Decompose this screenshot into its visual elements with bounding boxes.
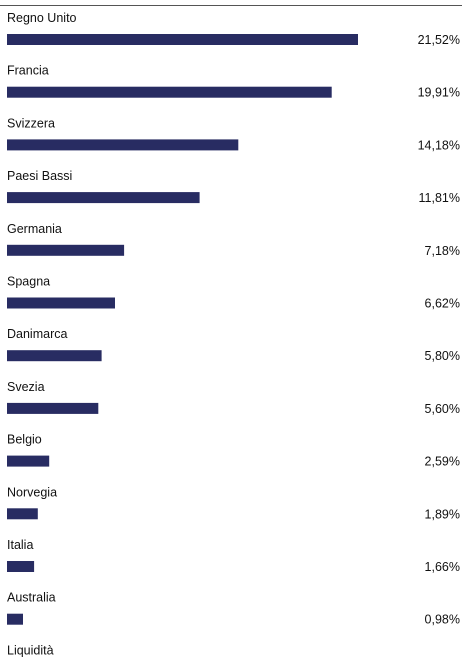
bar-svezia	[7, 402, 99, 414]
value-label-regno-unito: 21,52%	[418, 33, 460, 47]
category-label-svizzera: Svizzera	[7, 116, 55, 130]
category-label-danimarca: Danimarca	[7, 327, 67, 341]
value-label-italia: 1,66%	[425, 560, 460, 574]
value-label-svezia: 5,60%	[425, 402, 460, 416]
bar-italia	[7, 561, 35, 572]
value-label-paesi-bassi: 11,81%	[419, 191, 460, 205]
bar-regno-unito	[7, 34, 358, 45]
value-label-svizzera: 14,18%	[418, 138, 460, 152]
category-label-germania: Germania	[7, 222, 62, 236]
category-label-spagna: Spagna	[7, 275, 50, 289]
category-label-francia: Francia	[7, 64, 49, 78]
bar-norvegia	[7, 508, 38, 520]
category-label-liquidita: Liquidità	[7, 643, 54, 657]
category-label-belgio: Belgio	[7, 433, 42, 447]
value-label-belgio: 2,59%	[425, 455, 460, 469]
bar-danimarca	[7, 350, 102, 362]
value-label-norvegia: 1,89%	[425, 507, 460, 521]
bar-spagna	[7, 297, 115, 309]
category-label-regno-unito: Regno Unito	[7, 11, 77, 25]
category-label-svezia: Svezia	[7, 380, 45, 394]
value-label-australia: 0,98%	[425, 613, 460, 627]
bar-germania	[7, 244, 125, 256]
bar-svizzera	[7, 139, 239, 151]
category-label-australia: Australia	[7, 591, 56, 605]
bar-australia	[7, 613, 23, 625]
category-label-paesi-bassi: Paesi Bassi	[7, 169, 72, 183]
bar-paesi-bassi	[7, 192, 200, 204]
bar-francia	[7, 86, 332, 98]
value-label-francia: 19,91%	[418, 86, 460, 100]
value-label-germania: 7,18%	[425, 244, 460, 258]
bar-belgio	[7, 455, 50, 467]
value-label-spagna: 6,62%	[425, 297, 460, 311]
category-label-italia: Italia	[7, 538, 33, 552]
top-rule	[0, 5, 462, 6]
category-label-norvegia: Norvegia	[7, 485, 57, 499]
value-label-danimarca: 5,80%	[425, 349, 460, 363]
